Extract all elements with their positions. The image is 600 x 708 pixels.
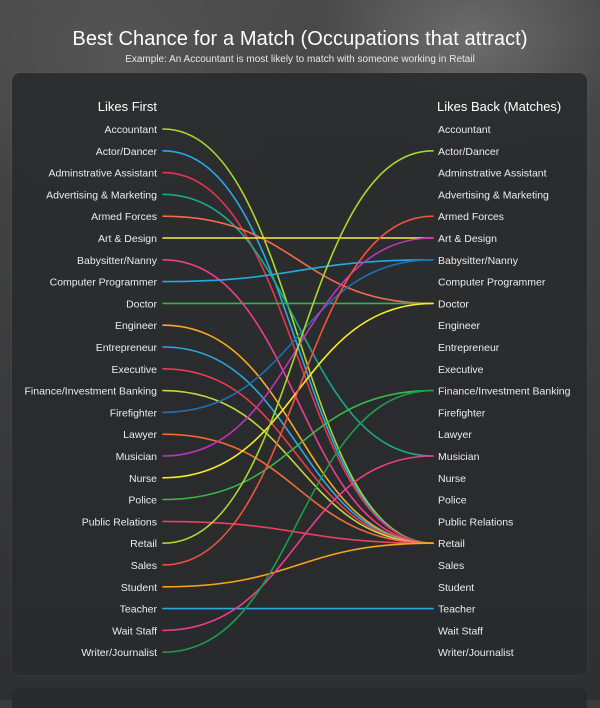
left-label-doctor: Doctor bbox=[126, 298, 157, 310]
right-label-entrepreneur: Entrepreneur bbox=[438, 342, 500, 354]
left-label-advertising-marketing: Advertising & Marketing bbox=[46, 189, 157, 201]
left-label-retail: Retail bbox=[130, 538, 157, 550]
left-label-art-design: Art & Design bbox=[98, 233, 157, 245]
left-label-teacher: Teacher bbox=[120, 604, 158, 616]
left-label-public-relations: Public Relations bbox=[82, 516, 157, 528]
match-line-advertising-marketing-to-musician bbox=[162, 193, 434, 457]
left-label-police: Police bbox=[128, 495, 157, 507]
match-lines bbox=[162, 128, 434, 653]
match-line-police-to-finance-investment-banking bbox=[162, 389, 434, 501]
right-label-babysitter-nanny: Babysitter/Nanny bbox=[438, 255, 519, 267]
right-label-public-relations: Public Relations bbox=[438, 516, 513, 528]
left-label-computer-programmer: Computer Programmer bbox=[50, 277, 158, 289]
left-label-adminstrative-assistant: Adminstrative Assistant bbox=[48, 168, 157, 180]
chart-panel bbox=[12, 73, 587, 675]
right-label-retail: Retail bbox=[438, 538, 465, 550]
match-line-writer-journalist-to-finance-investment-banking bbox=[162, 389, 434, 653]
left-label-entrepreneur: Entrepreneur bbox=[96, 342, 158, 354]
right-label-teacher: Teacher bbox=[438, 604, 476, 616]
right-label-advertising-marketing: Advertising & Marketing bbox=[438, 189, 549, 201]
right-heading: Likes Back (Matches) bbox=[437, 99, 561, 114]
left-label-accountant: Accountant bbox=[104, 124, 157, 136]
match-line-lawyer-to-retail bbox=[162, 433, 434, 544]
right-label-doctor: Doctor bbox=[438, 298, 469, 310]
right-label-student: Student bbox=[438, 582, 474, 594]
match-line-student-to-retail bbox=[162, 542, 434, 588]
left-label-lawyer: Lawyer bbox=[123, 429, 157, 441]
right-label-sales: Sales bbox=[438, 560, 464, 572]
right-label-lawyer: Lawyer bbox=[438, 429, 472, 441]
left-label-writer-journalist: Writer/Journalist bbox=[81, 647, 157, 659]
match-line-babysitter-nanny-to-retail bbox=[162, 259, 434, 544]
left-label-sales: Sales bbox=[131, 560, 157, 572]
right-label-accountant: Accountant bbox=[438, 124, 491, 136]
page-title: Best Chance for a Match (Occupations tha… bbox=[72, 28, 528, 50]
right-labels: Accountant Actor/Dancer Adminstrative Assi… bbox=[438, 124, 571, 659]
right-label-executive: Executive bbox=[438, 364, 484, 376]
left-label-actor-dancer: Actor/Dancer bbox=[96, 146, 158, 158]
left-label-firefighter: Firefighter bbox=[110, 407, 158, 419]
match-line-finance-investment-banking-to-retail bbox=[162, 389, 434, 544]
right-label-art-design: Art & Design bbox=[438, 233, 497, 245]
match-line-executive-to-retail bbox=[162, 368, 434, 544]
left-label-babysitter-nanny: Babysitter/Nanny bbox=[77, 255, 158, 267]
right-label-musician: Musician bbox=[438, 451, 480, 463]
right-label-nurse: Nurse bbox=[438, 473, 466, 485]
match-line-engineer-to-retail bbox=[162, 324, 434, 544]
match-line-adminstrative-assistant-to-retail bbox=[162, 171, 434, 544]
right-label-firefighter: Firefighter bbox=[438, 407, 486, 419]
left-label-nurse: Nurse bbox=[129, 473, 157, 485]
left-label-engineer: Engineer bbox=[115, 320, 158, 332]
left-label-finance-investment-banking: Finance/Investment Banking bbox=[25, 386, 158, 398]
match-line-computer-programmer-to-babysitter-nanny bbox=[162, 259, 434, 283]
left-label-armed-forces: Armed Forces bbox=[91, 211, 157, 223]
match-line-retail-to-actor-dancer bbox=[162, 150, 434, 544]
match-line-sales-to-armed-forces bbox=[162, 215, 434, 566]
right-label-adminstrative-assistant: Adminstrative Assistant bbox=[438, 168, 547, 180]
right-label-wait-staff: Wait Staff bbox=[438, 625, 483, 637]
match-line-public-relations-to-retail bbox=[162, 520, 434, 544]
right-label-police: Police bbox=[438, 495, 467, 507]
right-label-armed-forces: Armed Forces bbox=[438, 211, 504, 223]
right-label-writer-journalist: Writer/Journalist bbox=[438, 647, 514, 659]
left-label-student: Student bbox=[121, 582, 157, 594]
right-label-engineer: Engineer bbox=[438, 320, 481, 332]
right-label-finance-investment-banking: Finance/Investment Banking bbox=[438, 386, 571, 398]
match-line-firefighter-to-babysitter-nanny bbox=[162, 259, 434, 414]
match-line-wait-staff-to-musician bbox=[162, 455, 434, 632]
match-line-armed-forces-to-doctor bbox=[162, 215, 434, 305]
left-label-musician: Musician bbox=[116, 451, 158, 463]
left-heading: Likes First bbox=[98, 99, 158, 114]
page-subtitle: Example: An Accountant is most likely to… bbox=[125, 54, 475, 65]
left-label-wait-staff: Wait Staff bbox=[112, 625, 157, 637]
left-labels: Accountant Actor/Dancer Adminstrative Assi… bbox=[25, 124, 158, 659]
left-label-executive: Executive bbox=[111, 364, 157, 376]
right-label-actor-dancer: Actor/Dancer bbox=[438, 146, 500, 158]
right-label-computer-programmer: Computer Programmer bbox=[438, 277, 546, 289]
